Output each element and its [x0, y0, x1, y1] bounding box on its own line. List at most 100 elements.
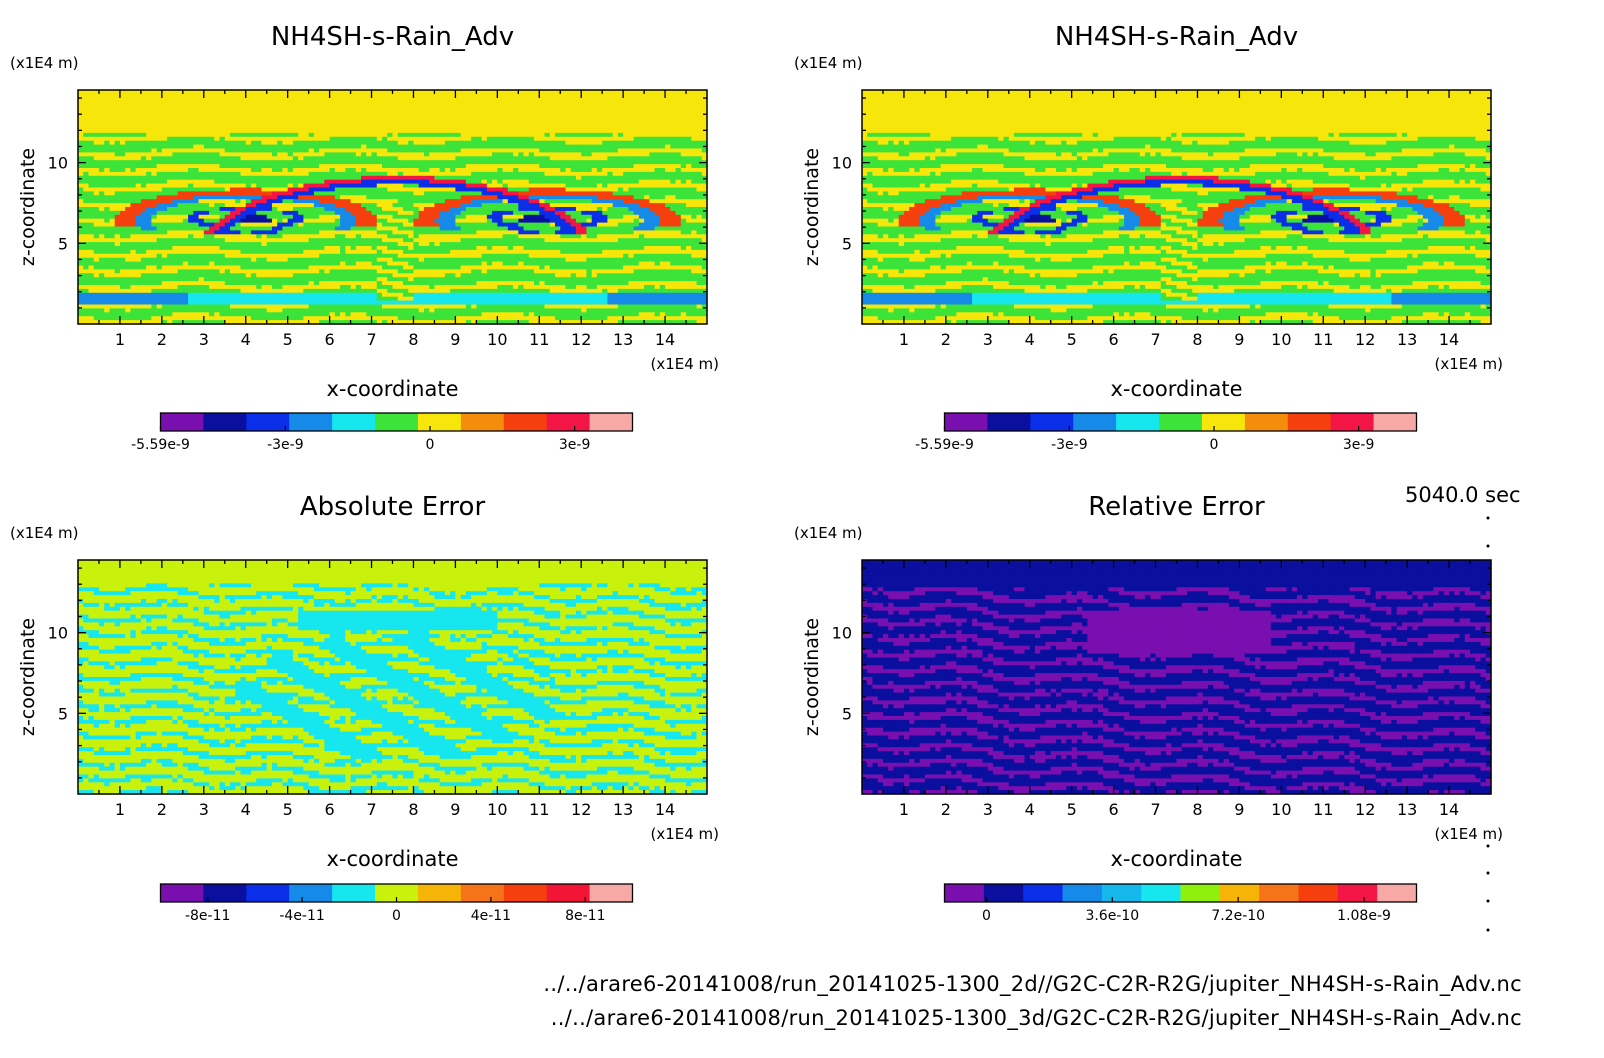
field-cell: [261, 136, 268, 142]
field-cell: [413, 226, 420, 231]
field-cell: [591, 156, 598, 161]
field-cell: [287, 156, 294, 161]
field-cell: [135, 113, 142, 118]
field-cell: [219, 214, 226, 220]
field-cell: [575, 207, 582, 212]
field-cell: [528, 171, 535, 177]
field-cell: [240, 199, 247, 204]
field-cell: [439, 129, 446, 134]
field-cell: [434, 249, 441, 255]
field-cell: [387, 249, 394, 255]
field-cell: [219, 93, 226, 99]
field-cell: [534, 246, 540, 251]
field-cell: [361, 199, 367, 204]
field-cell: [88, 136, 95, 142]
field-cell: [539, 195, 546, 200]
field-cell: [203, 129, 210, 134]
field-cell: [387, 156, 394, 161]
field-cell: [444, 132, 451, 138]
field-cell: [214, 136, 221, 142]
field-cell: [114, 179, 121, 185]
field-cell: [292, 168, 299, 173]
field-cell: [245, 148, 252, 153]
field-cell: [308, 93, 315, 99]
field-cell: [298, 132, 304, 138]
field-cell: [172, 160, 179, 165]
field-cell: [413, 144, 420, 150]
field-cell: [334, 171, 341, 177]
field-cell: [130, 218, 137, 224]
field-cell: [518, 156, 525, 161]
field-cell: [313, 210, 320, 216]
field-cell: [308, 144, 315, 150]
field-cell: [83, 90, 90, 95]
field-cell: [156, 168, 163, 173]
field-cell: [602, 222, 609, 228]
field-cell: [172, 93, 179, 99]
field-cell: [544, 207, 551, 212]
field-cell: [313, 187, 320, 192]
field-cell: [376, 97, 383, 103]
field-cell: [596, 175, 603, 181]
field-cell: [413, 210, 420, 216]
field-cell: [240, 113, 247, 118]
field-cell: [544, 140, 551, 146]
field-cell: [607, 109, 614, 114]
field-cell: [633, 168, 640, 173]
field-cell: [135, 101, 142, 107]
field-cell: [570, 207, 577, 212]
field-cell: [355, 242, 362, 247]
field-cell: [303, 132, 310, 138]
field-cell: [140, 97, 147, 103]
field-cell: [686, 218, 692, 224]
field-cell: [151, 171, 158, 177]
field-cell: [701, 164, 708, 169]
field-cell: [376, 222, 383, 228]
field-cell: [450, 125, 456, 130]
field-cell: [250, 152, 257, 157]
field-cell: [696, 117, 703, 122]
field-cell: [125, 203, 132, 208]
field-cell: [109, 121, 116, 126]
field-cell: [182, 129, 189, 134]
field-cell: [387, 246, 394, 251]
field-cell: [282, 152, 289, 157]
field-cell: [224, 125, 231, 130]
field-cell: [565, 117, 572, 122]
field-cell: [549, 125, 556, 130]
field-cell: [481, 101, 488, 107]
field-cell: [507, 144, 514, 150]
field-cell: [256, 242, 263, 247]
field-cell: [345, 117, 352, 122]
field-cell: [686, 207, 692, 212]
field-cell: [256, 156, 263, 161]
field-cell: [465, 191, 472, 196]
field-cell: [492, 93, 498, 99]
field-cell: [292, 152, 299, 157]
field-cell: [534, 121, 540, 126]
field-cell: [397, 187, 404, 192]
field-cell: [628, 97, 635, 103]
field-cell: [140, 144, 147, 150]
field-cell: [523, 140, 530, 146]
field-cell: [497, 105, 504, 111]
field-cell: [607, 93, 614, 99]
field-cell: [617, 214, 624, 220]
field-cell: [628, 129, 635, 134]
field-cell: [324, 171, 331, 177]
field-cell: [140, 140, 147, 146]
field-cell: [361, 109, 367, 114]
field-cell: [675, 203, 682, 208]
field-cell: [345, 249, 352, 255]
field-cell: [329, 249, 336, 255]
field-cell: [649, 246, 656, 251]
field-cell: [617, 140, 624, 146]
field-cell: [392, 214, 399, 220]
field-cell: [151, 156, 158, 161]
field-cell: [230, 210, 236, 216]
field-cell: [140, 210, 147, 216]
field-cell: [109, 156, 116, 161]
field-cell: [507, 105, 514, 111]
field-cell: [429, 109, 436, 114]
field-cell: [261, 207, 268, 212]
